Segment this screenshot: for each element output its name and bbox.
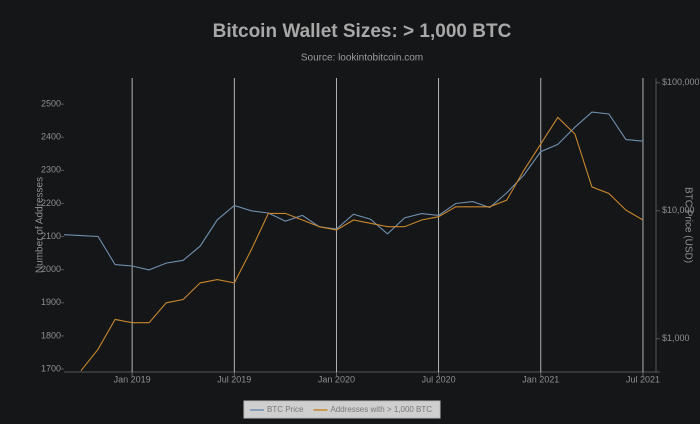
- legend-label: BTC Price: [267, 405, 304, 414]
- y-tick-label: 2300: [41, 165, 61, 175]
- x-tick-label: Jan 2020: [318, 374, 355, 384]
- legend-box: [243, 400, 441, 419]
- y-tick-label: 2400: [41, 132, 61, 142]
- x-tick-label: Jul 2021: [626, 374, 660, 384]
- y-tick-label: 1900: [41, 297, 61, 307]
- y-tick-label: 2000: [41, 264, 61, 274]
- y2-axis-title: BTC Price (USD): [682, 187, 693, 263]
- y2-tick-label: $100,000: [662, 77, 700, 87]
- x-tick-label: Jul 2020: [422, 374, 456, 384]
- y-tick-label: 2100: [41, 231, 61, 241]
- x-tick-label: Jan 2019: [114, 374, 151, 384]
- x-tick-label: Jan 2021: [522, 374, 559, 384]
- y-tick-label: 2200: [41, 198, 61, 208]
- series-line: [80, 116, 644, 372]
- y-axis-title: Number of Addresses: [35, 177, 46, 273]
- y2-tick-label: $1,000: [662, 333, 690, 343]
- series-line: [63, 111, 644, 271]
- y-tick-label: 1700: [41, 363, 61, 373]
- y-tick-label: 2500: [41, 99, 61, 109]
- x-tick-label: Jul 2019: [217, 374, 251, 384]
- legend: BTC Price Addresses with > 1,000 BTC: [243, 400, 441, 419]
- legend-label: Addresses with > 1,000 BTC: [330, 405, 432, 414]
- y2-tick-label: $10,000: [662, 205, 695, 215]
- chart-title: Bitcoin Wallet Sizes: > 1,000 BTC: [213, 21, 512, 42]
- chart-subtitle: Source: lookintobitcoin.com: [301, 53, 423, 64]
- y-tick-label: 1800: [41, 330, 61, 340]
